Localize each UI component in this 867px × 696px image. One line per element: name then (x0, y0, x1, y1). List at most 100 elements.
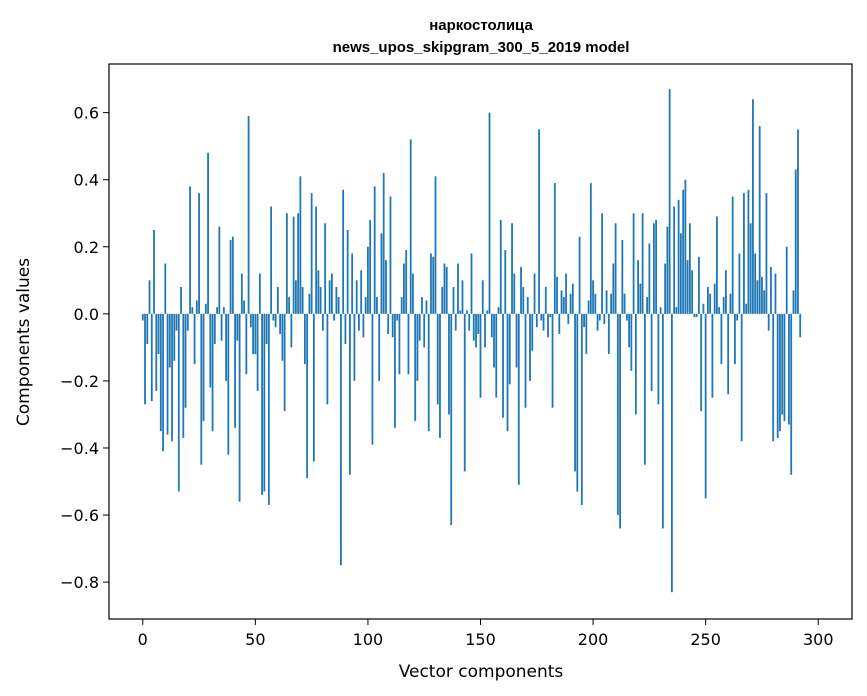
bar (693, 313, 696, 318)
bar (362, 313, 365, 338)
bar (716, 216, 718, 314)
bar (767, 313, 770, 331)
bar (511, 223, 513, 314)
bar (425, 300, 428, 314)
bar (225, 313, 227, 381)
bar (281, 313, 284, 361)
bar (533, 273, 536, 314)
bar (749, 223, 752, 314)
bar (630, 313, 633, 371)
bar (387, 313, 390, 334)
bar (781, 313, 784, 415)
bar (641, 213, 644, 314)
bar (695, 313, 698, 318)
bar (675, 307, 678, 314)
bar (412, 273, 414, 314)
y-tick-label: −0.4 (60, 439, 99, 458)
bar (409, 139, 412, 314)
bar (529, 313, 531, 381)
bar (490, 313, 493, 338)
bar (148, 280, 151, 314)
bar (344, 313, 347, 345)
bar (745, 303, 748, 314)
bar (216, 307, 218, 314)
bar (421, 297, 423, 314)
bar (765, 193, 768, 314)
bar (391, 313, 394, 338)
bar (272, 313, 275, 321)
bar (700, 313, 703, 412)
bar (520, 266, 522, 314)
bar (619, 313, 621, 529)
bar (218, 226, 221, 314)
bar (682, 189, 685, 314)
bar (770, 266, 772, 314)
bar (484, 313, 486, 348)
bar (657, 313, 660, 405)
bar (677, 199, 680, 314)
bar (319, 287, 322, 314)
bar (646, 297, 649, 314)
bar (596, 313, 599, 331)
bar (668, 89, 671, 314)
bar (150, 313, 153, 402)
bar (184, 313, 187, 408)
bar (589, 183, 592, 314)
bar (274, 313, 277, 328)
bar (758, 126, 761, 314)
bar (664, 263, 667, 314)
bar (725, 270, 727, 314)
bar (666, 226, 669, 314)
bar (526, 297, 529, 314)
bar (463, 313, 466, 472)
bar (141, 313, 144, 321)
bar (315, 206, 318, 314)
y-axis-label: Components values (14, 258, 34, 426)
bar (407, 313, 410, 375)
bar (202, 313, 205, 422)
bar (470, 253, 473, 314)
bar (310, 193, 313, 314)
bar (688, 223, 691, 314)
bar (288, 297, 291, 314)
bar (380, 233, 383, 314)
y-tick-label: −0.8 (60, 573, 99, 592)
bar (792, 290, 795, 314)
bar (711, 313, 714, 398)
chart-title: наркостолица (429, 17, 533, 34)
bar (263, 313, 266, 492)
y-tick-label: 0.4 (74, 171, 99, 190)
bar (245, 313, 248, 375)
bar (508, 313, 511, 385)
bar (616, 313, 619, 516)
bar (661, 313, 664, 529)
bar (159, 313, 162, 432)
bar (776, 313, 779, 438)
bar (574, 313, 576, 472)
bar (502, 313, 504, 418)
bar (459, 310, 462, 314)
bar (517, 313, 520, 485)
bar (495, 313, 498, 398)
bar (213, 313, 216, 345)
bar (785, 246, 788, 314)
chart-subtitle: news_upos_skipgram_300_5_2019 model (333, 39, 630, 56)
bar (747, 189, 750, 314)
bar (614, 223, 617, 314)
bar (610, 293, 612, 314)
bar (441, 287, 444, 314)
bar (367, 246, 369, 314)
bar (416, 313, 419, 381)
bar (788, 313, 790, 425)
x-tick-label: 200 (578, 630, 609, 649)
x-axis-label: Vector components (399, 662, 564, 682)
bar (360, 270, 363, 314)
y-tick-label: −0.6 (60, 506, 99, 525)
bar (279, 313, 282, 334)
bar (594, 293, 597, 314)
bar (479, 313, 482, 398)
bar (283, 313, 286, 412)
bar (731, 196, 734, 314)
bar (454, 313, 457, 331)
bar (290, 313, 293, 348)
